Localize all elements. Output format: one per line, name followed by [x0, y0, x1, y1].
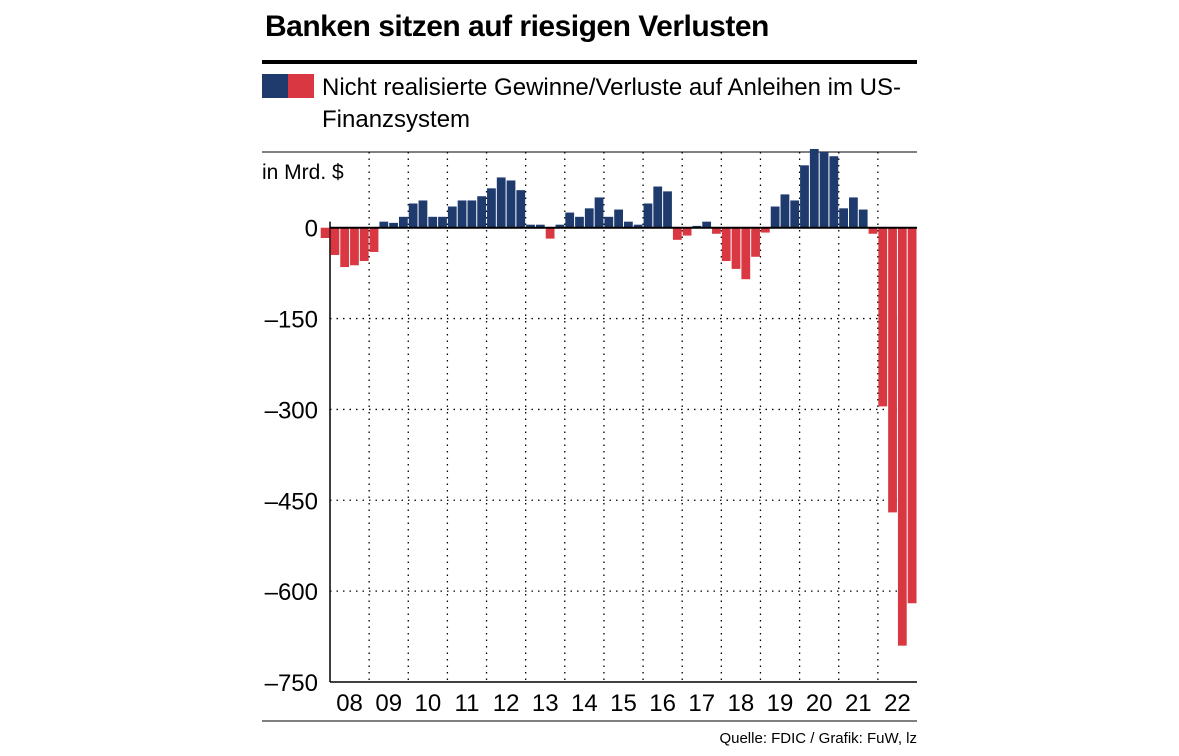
bar [663, 191, 672, 228]
bar [741, 227, 751, 280]
x-tick-label: 15 [610, 690, 637, 717]
bar [398, 216, 408, 228]
bar [653, 186, 663, 228]
bar [839, 208, 849, 228]
bar [516, 190, 526, 228]
bar [868, 227, 878, 234]
bar [888, 227, 897, 513]
bar [379, 221, 389, 228]
bar [829, 156, 839, 228]
bar [447, 206, 457, 228]
bar [614, 209, 623, 228]
x-tick-label: 21 [845, 690, 872, 717]
bar [584, 208, 594, 228]
bar [408, 203, 418, 228]
bar [849, 197, 858, 228]
bar [800, 165, 809, 228]
x-tick-label: 20 [806, 690, 833, 717]
bar [858, 209, 868, 228]
bar [330, 227, 340, 255]
bar [790, 200, 800, 228]
x-tick-label: 17 [688, 690, 715, 717]
legend-swatch-positive [262, 74, 288, 98]
bar [897, 227, 907, 646]
bar [369, 227, 379, 252]
y-tick-label: –450 [265, 488, 318, 515]
bar [428, 216, 438, 228]
bar [809, 148, 819, 228]
x-tick-label: 09 [375, 690, 402, 717]
y-tick-label: 0 [305, 216, 318, 243]
source-note: Quelle: FDIC / Grafik: FuW, lz [719, 730, 917, 747]
bar [496, 177, 506, 228]
bar [780, 194, 790, 228]
y-tick-label: –600 [265, 579, 318, 606]
x-tick-label: 16 [649, 690, 676, 717]
bar [907, 227, 917, 604]
bar [565, 212, 575, 228]
bar [751, 227, 760, 257]
bar [487, 188, 496, 228]
bar [418, 200, 428, 228]
bar [457, 200, 467, 228]
x-tick-label: 08 [336, 690, 363, 717]
legend: Nicht realisierte Gewinne/Verluste auf A… [262, 72, 917, 142]
legend-swatch-negative [288, 74, 314, 98]
chart-title: Banken sitzen auf riesigen Verlusten [265, 10, 769, 43]
y-tick-label: –750 [265, 670, 318, 697]
y-tick-label: –300 [265, 397, 318, 424]
bar [770, 206, 780, 228]
bar [320, 227, 330, 239]
y-unit-label: in Mrd. $ [262, 161, 344, 184]
bar [760, 227, 770, 233]
bar [643, 203, 653, 228]
bar [389, 222, 398, 228]
x-tick-label: 11 [455, 690, 480, 717]
bar [594, 197, 604, 228]
x-tick-label: 13 [532, 690, 559, 717]
x-tick-label: 10 [414, 690, 441, 717]
bar [633, 224, 643, 228]
x-tick-label: 19 [767, 690, 794, 717]
bar [545, 227, 555, 239]
bar [624, 221, 633, 228]
x-tick-label: 14 [571, 690, 598, 717]
bar [712, 227, 721, 234]
bar [535, 224, 545, 228]
bar [721, 227, 731, 262]
bar [604, 216, 614, 228]
x-tick-label: 22 [884, 690, 911, 717]
bar [526, 224, 535, 228]
bar [672, 227, 682, 240]
bar [702, 221, 712, 228]
x-tick-label: 12 [493, 690, 520, 717]
bar [350, 227, 359, 266]
x-tick-label: 18 [728, 690, 755, 717]
bar [359, 227, 369, 262]
bar [878, 227, 888, 407]
bar [506, 180, 516, 228]
bar [731, 227, 741, 269]
bar [467, 200, 477, 228]
bar [340, 227, 350, 268]
y-tick-label: –150 [265, 307, 318, 334]
bar [555, 224, 565, 228]
bar [819, 152, 829, 228]
bar [477, 196, 487, 228]
title-rule [262, 60, 917, 64]
bar [682, 227, 692, 236]
bar [575, 216, 584, 228]
bar [438, 216, 447, 228]
legend-label: Nicht realisierte Gewinne/Verluste auf A… [322, 74, 901, 133]
